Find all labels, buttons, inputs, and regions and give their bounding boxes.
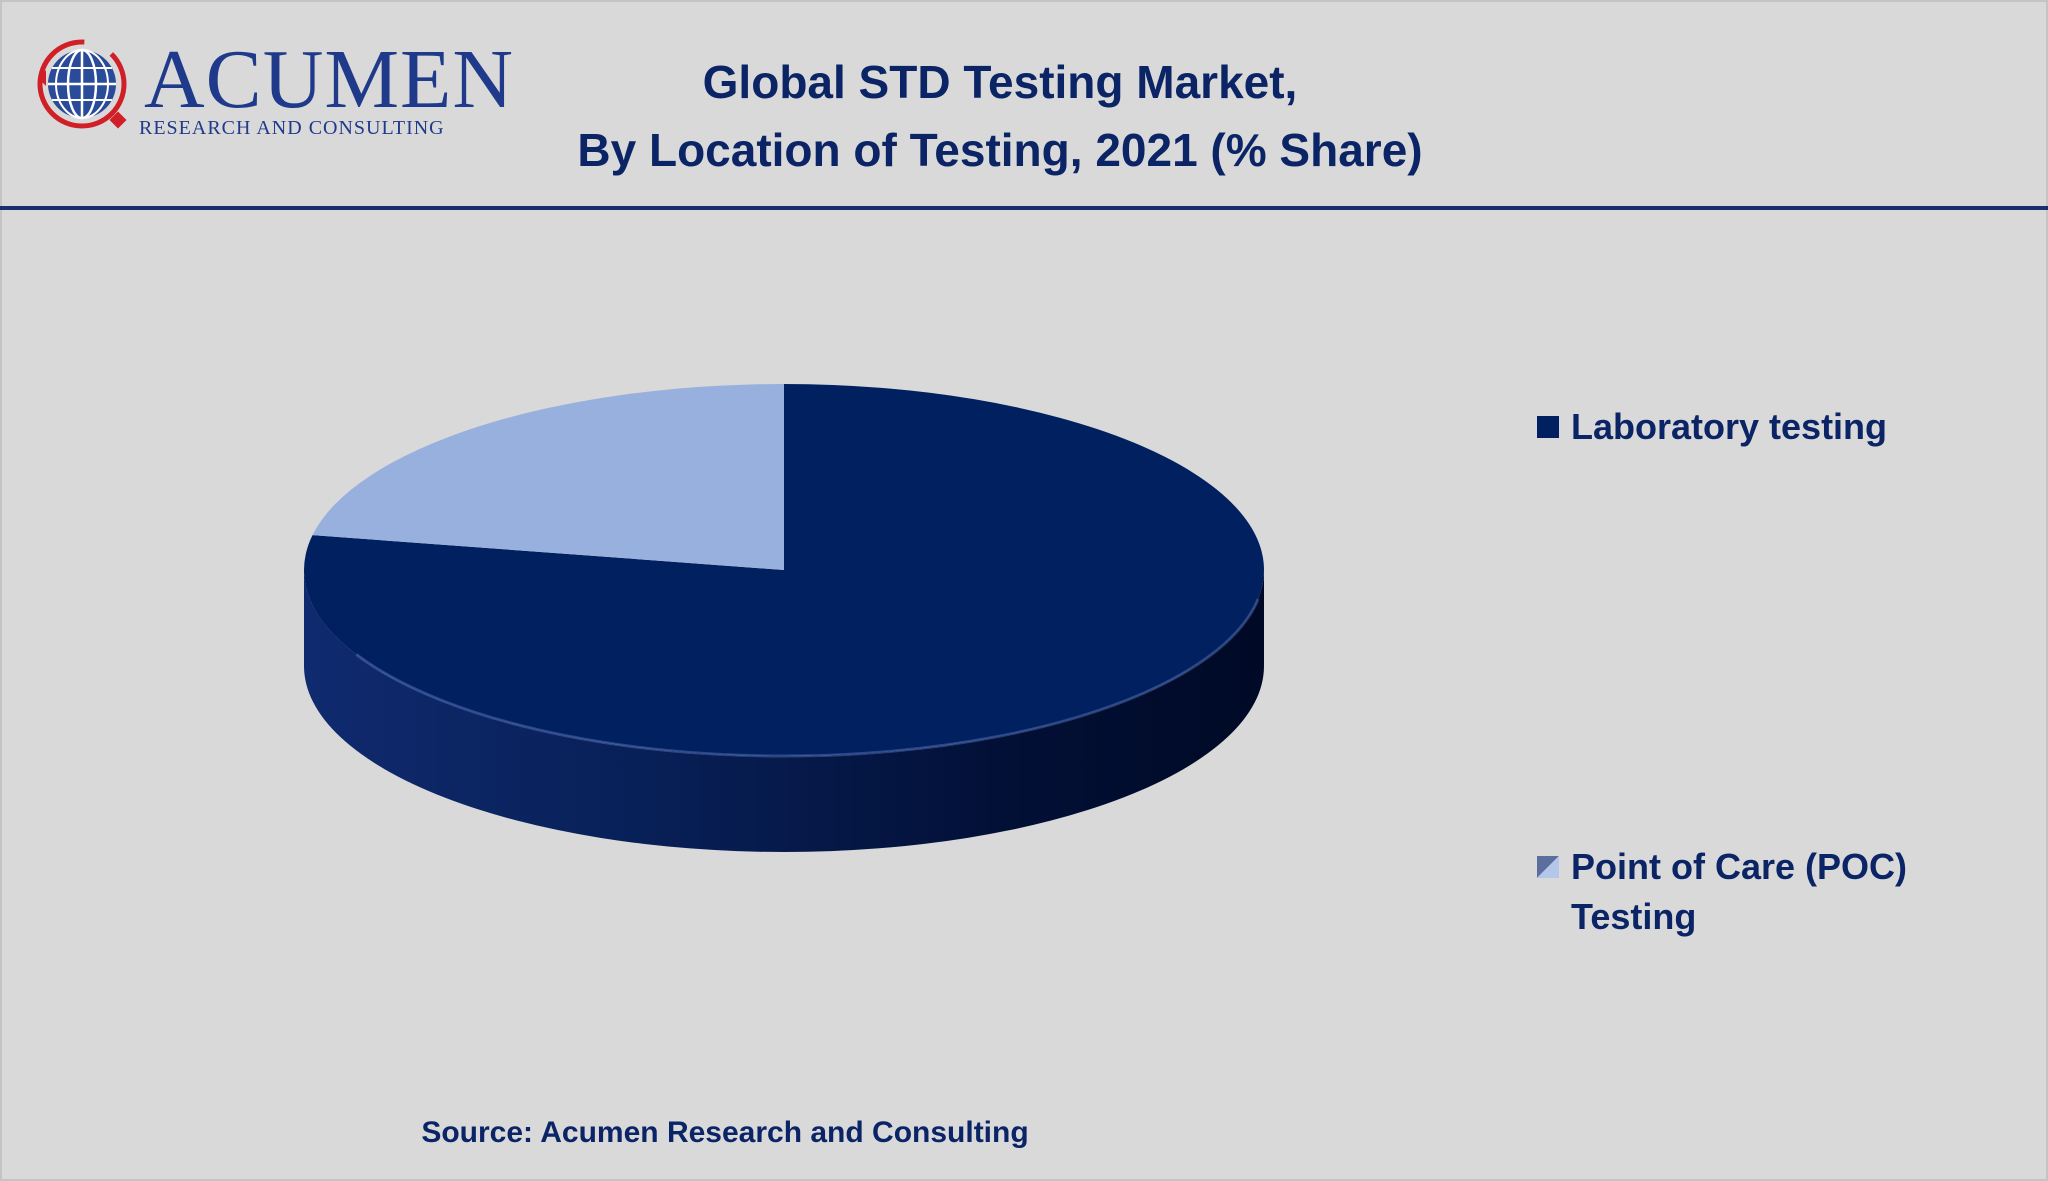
- pie-rim-highlight: [355, 598, 1260, 758]
- chart-title-line2: By Location of Testing, 2021 (% Share): [577, 124, 1423, 176]
- legend-swatch-0: [1537, 416, 1559, 438]
- source-note: Source: Acumen Research and Consulting: [421, 1116, 1029, 1149]
- legend-swatch-1: [1537, 856, 1559, 878]
- pie-side-0: [304, 570, 1264, 852]
- acumen-logo: ACUMEN RESEARCH AND CONSULTING: [36, 34, 513, 144]
- brand-tagline: RESEARCH AND CONSULTING: [139, 117, 445, 139]
- legend-label-1: Point of Care (POC) Testing: [1571, 846, 1908, 937]
- legend-label-0: Laboratory testing: [1571, 406, 1888, 447]
- chart-title: Global STD Testing Market, By Location o…: [400, 48, 1600, 184]
- legend-item-0: Laboratory testing: [1537, 402, 1951, 452]
- pie-slice-1: [312, 384, 784, 570]
- header-divider: [0, 206, 2048, 210]
- brand-name: ACUMEN: [144, 33, 515, 126]
- legend-item-1: Point of Care (POC) Testing: [1537, 842, 1951, 942]
- chart-title-line1: Global STD Testing Market,: [702, 56, 1298, 108]
- globe-icon: [37, 39, 127, 129]
